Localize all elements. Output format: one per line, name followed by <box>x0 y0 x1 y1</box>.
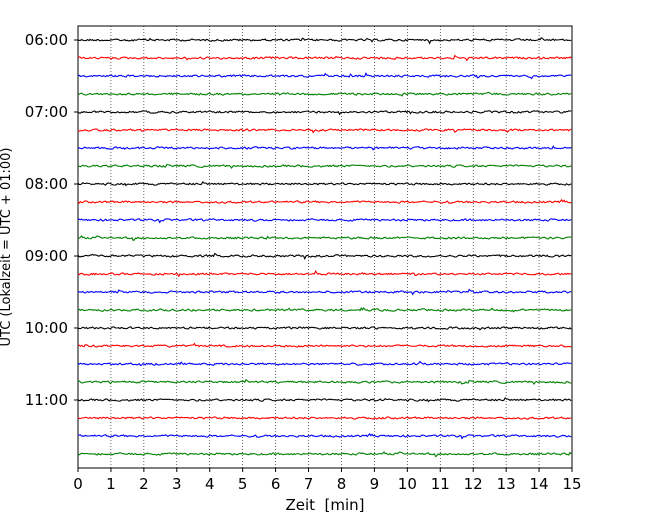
trace-line <box>77 235 572 242</box>
trace-line <box>77 180 572 187</box>
y-tick-label: 10:00 <box>25 319 68 337</box>
trace-line <box>77 163 572 169</box>
trace-line <box>77 378 572 385</box>
trace-line <box>77 432 572 440</box>
x-tick-label: 15 <box>562 475 581 493</box>
y-tick-label: 06:00 <box>25 31 68 49</box>
trace-line <box>77 54 572 62</box>
trace-line <box>77 342 572 348</box>
x-tick-label: 5 <box>238 475 248 493</box>
x-tick-label: 6 <box>271 475 281 493</box>
y-axis-ticks: 06:00 07:00 08:00 09:00 10:00 11:00 <box>25 31 78 409</box>
trace-line <box>77 128 572 134</box>
trace-line <box>77 269 572 278</box>
y-tick-label: 09:00 <box>25 247 68 265</box>
trace-line <box>77 360 572 366</box>
trace-line <box>77 252 572 261</box>
trace-layer <box>77 37 572 458</box>
y-tick-label: 07:00 <box>25 103 68 121</box>
x-tick-label: 10 <box>398 475 417 493</box>
x-tick-label: 4 <box>205 475 215 493</box>
trace-line <box>77 288 572 296</box>
x-tick-label: 13 <box>497 475 516 493</box>
x-axis-label: Zeit [min] <box>285 496 364 514</box>
trace-line <box>77 396 572 403</box>
x-tick-label: 12 <box>464 475 483 493</box>
trace-line <box>77 37 572 45</box>
trace-line <box>77 110 572 116</box>
grid-layer <box>110 26 540 468</box>
y-tick-label: 11:00 <box>25 391 68 409</box>
x-axis-ticks: 0 1 2 3 4 5 6 7 8 9 10 11 12 13 14 15 <box>73 468 582 493</box>
x-tick-label: 8 <box>337 475 347 493</box>
trace-line <box>77 72 572 80</box>
plot-frame <box>77 25 573 469</box>
x-tick-label: 3 <box>172 475 182 493</box>
trace-line <box>77 218 572 224</box>
x-tick-label: 11 <box>431 475 450 493</box>
trace-line <box>77 91 572 97</box>
y-tick-label: 08:00 <box>25 175 68 193</box>
x-tick-label: 7 <box>304 475 314 493</box>
x-tick-label: 14 <box>530 475 549 493</box>
trace-line <box>77 416 572 420</box>
trace-line <box>77 306 572 313</box>
trace-line <box>77 451 572 458</box>
x-tick-label: 1 <box>106 475 116 493</box>
y-axis-label: UTC (Lokalzeit = UTC + 01:00) <box>0 148 14 347</box>
x-tick-label: 0 <box>73 475 83 493</box>
x-tick-label: 2 <box>139 475 149 493</box>
trace-line <box>77 145 572 151</box>
trace-line <box>77 326 572 331</box>
x-tick-label: 9 <box>370 475 380 493</box>
trace-line <box>77 198 572 204</box>
